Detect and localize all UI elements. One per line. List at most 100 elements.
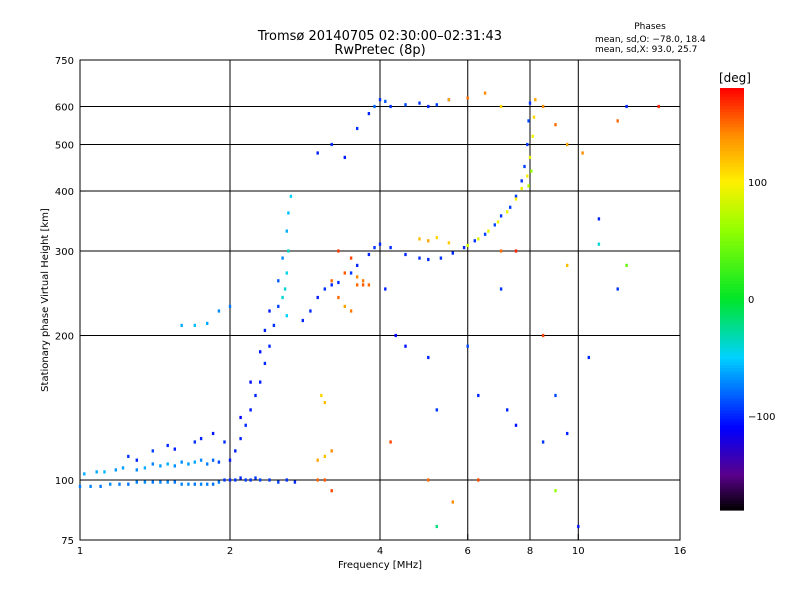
data-point xyxy=(532,115,536,119)
data-point xyxy=(356,263,359,267)
colorbar-segment xyxy=(720,115,744,119)
colorbar-segment xyxy=(720,139,744,143)
data-point xyxy=(199,482,203,486)
data-point xyxy=(285,229,288,233)
data-point xyxy=(384,287,387,291)
colorbar-segment xyxy=(720,488,744,493)
colorbar-segment xyxy=(720,286,744,291)
colorbar-segment xyxy=(720,458,744,463)
x-tick-label: 2 xyxy=(227,546,233,557)
colorbar-segment xyxy=(720,329,744,333)
data-point xyxy=(239,476,242,480)
colorbar-segment xyxy=(720,398,744,403)
data-point xyxy=(268,309,271,313)
colorbar-segment xyxy=(720,259,744,264)
data-point xyxy=(135,468,138,472)
data-point xyxy=(527,119,530,123)
data-point xyxy=(199,458,203,462)
data-point xyxy=(259,380,262,384)
colorbar-segment xyxy=(720,265,744,270)
colorbar-segment xyxy=(720,410,744,415)
data-point xyxy=(285,314,288,318)
colorbar-segment xyxy=(720,386,744,391)
colorbar-segment xyxy=(720,461,744,466)
data-point xyxy=(272,323,276,327)
data-point xyxy=(514,249,518,253)
colorbar-segment xyxy=(720,205,744,210)
data-point xyxy=(404,252,407,257)
y-tick-label: 750 xyxy=(55,56,74,67)
colorbar-segment xyxy=(720,253,744,258)
data-point xyxy=(109,482,112,486)
data-point xyxy=(343,304,346,308)
data-point xyxy=(418,101,421,105)
colorbar-segment xyxy=(720,202,744,207)
data-point xyxy=(451,251,454,255)
colorbar-segment xyxy=(720,211,744,216)
data-point xyxy=(657,104,660,109)
data-point xyxy=(439,256,443,260)
colorbar-segment xyxy=(720,181,744,186)
data-point xyxy=(523,164,526,169)
colorbar-segment xyxy=(720,220,744,225)
colorbar-segment xyxy=(720,130,744,134)
colorbar-segment xyxy=(720,133,744,137)
colorbar-segment xyxy=(720,238,744,243)
data-point xyxy=(187,462,190,466)
colorbar-segment xyxy=(720,356,744,360)
colorbar-segment xyxy=(720,440,744,445)
data-point xyxy=(625,104,628,109)
data-point xyxy=(530,169,533,173)
colorbar-segment xyxy=(720,446,744,451)
data-point xyxy=(323,401,326,405)
data-point xyxy=(293,480,297,484)
colorbar-segment xyxy=(720,311,744,315)
data-point xyxy=(361,279,365,283)
colorbar-segment xyxy=(720,109,744,113)
data-point xyxy=(287,249,290,253)
data-point xyxy=(404,344,407,348)
y-tick-label: 400 xyxy=(55,187,74,198)
data-point xyxy=(180,460,183,464)
colorbar-segment xyxy=(720,106,744,110)
colorbar-segment xyxy=(720,428,744,433)
data-point xyxy=(361,283,365,287)
data-point xyxy=(378,242,382,246)
data-point xyxy=(135,458,138,462)
data-point xyxy=(199,437,203,441)
colorbar-segment xyxy=(720,368,744,372)
data-point xyxy=(249,478,252,482)
data-point xyxy=(526,174,529,178)
data-point xyxy=(554,123,557,127)
data-point xyxy=(228,458,232,462)
y-tick-label: 100 xyxy=(55,476,74,487)
colorbar-segment xyxy=(720,359,744,363)
colorbar-segment xyxy=(720,494,744,499)
colorbar-segment xyxy=(720,308,744,312)
colorbar-segment xyxy=(720,434,744,439)
data-point xyxy=(528,155,532,159)
colorbar-segment xyxy=(720,97,744,101)
colorbar-segment xyxy=(720,88,744,92)
colorbar-segment xyxy=(720,485,744,490)
data-point xyxy=(616,119,619,123)
x-axis-ticks: 1 2 4 6 8 10 16 xyxy=(77,534,686,557)
data-point xyxy=(554,393,557,398)
data-point xyxy=(287,211,290,215)
data-point xyxy=(566,142,569,147)
data-point xyxy=(447,241,451,245)
colorbar-segment xyxy=(720,317,744,321)
data-point xyxy=(217,309,221,313)
colorbar-segment xyxy=(720,491,744,496)
colorbar-segment xyxy=(720,247,744,252)
data-point xyxy=(378,98,382,102)
data-point xyxy=(151,449,154,453)
colorbar-segment xyxy=(720,136,744,140)
data-point xyxy=(462,246,466,250)
colorbar-segment xyxy=(720,208,744,213)
data-point xyxy=(330,283,333,287)
data-point xyxy=(418,237,421,241)
colorbar-unit-label: [deg] xyxy=(719,71,751,85)
colorbar-segment xyxy=(720,500,744,505)
colorbar-segment xyxy=(720,160,744,164)
